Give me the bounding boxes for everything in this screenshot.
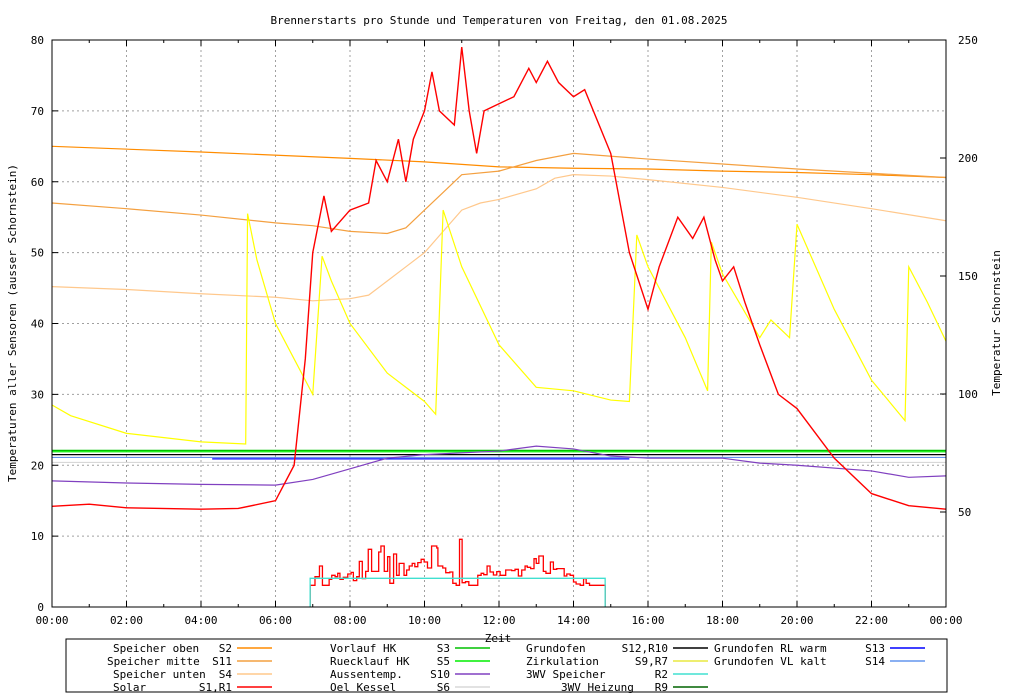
- legend-entry: Vorlauf HK S3: [330, 642, 490, 655]
- legend-code: R2: [655, 668, 668, 681]
- x-tick-label: 06:00: [259, 614, 292, 627]
- legend-code: S9,R7: [635, 655, 668, 668]
- y-tick-label: 40: [31, 318, 44, 331]
- y-tick-label: 80: [31, 34, 44, 47]
- legend-label: Solar: [113, 681, 146, 694]
- y2-tick-label: 150: [958, 270, 978, 283]
- series-speicher-oben-s2: [51, 145, 947, 179]
- legend-entry: Speicher oben S2: [113, 642, 272, 655]
- x-tick-label: 10:00: [408, 614, 441, 627]
- legend-code: S1,R1: [199, 681, 232, 694]
- legend-code: S2: [219, 642, 232, 655]
- legend-label: Ruecklauf HK: [330, 655, 410, 668]
- legend-code: S12,R10: [622, 642, 668, 655]
- y2-tick-label: 50: [958, 506, 971, 519]
- legend-label: Speicher unten: [113, 668, 206, 681]
- x-tick-label: 08:00: [333, 614, 366, 627]
- legend-entry: Speicher mitte S11: [107, 655, 272, 668]
- series-aussentemp-s10: [51, 445, 947, 486]
- x-tick-label: 00:00: [35, 614, 68, 627]
- y-tick-label: 10: [31, 530, 44, 543]
- legend-code: R9: [655, 681, 668, 694]
- y2-tick-label: 200: [958, 152, 978, 165]
- legend-entry: Oel Kessel S6: [330, 681, 490, 694]
- series-speicher-unten-s4: [51, 174, 947, 302]
- legend-code: S3: [437, 642, 450, 655]
- legend-code: S13: [865, 642, 885, 655]
- series-speicher-mitte-s11: [51, 152, 947, 235]
- legend-label: 3WV Heizung: [561, 681, 634, 694]
- legend-entry: Grundofen RL warm S13: [714, 642, 925, 655]
- legend-label: Grundofen RL warm: [714, 642, 827, 655]
- legend-entry: Zirkulation S9,R7: [526, 655, 708, 668]
- step-series-3wv-speicher-r2: [309, 577, 606, 607]
- legend-code: S6: [437, 681, 450, 694]
- legend-label: 3WV Speicher: [526, 668, 606, 681]
- legend-entry: Aussentemp. S10: [330, 668, 490, 681]
- series-solar-s1: [51, 47, 947, 510]
- legend-code: S4: [219, 668, 233, 681]
- y-tick-label: 70: [31, 105, 44, 118]
- x-tick-label: 22:00: [855, 614, 888, 627]
- legend-label: Vorlauf HK: [330, 642, 397, 655]
- x-tick-label: 14:00: [557, 614, 590, 627]
- legend-label: Speicher mitte: [107, 655, 200, 668]
- legend-entry: Solar S1,R1: [113, 681, 272, 694]
- series-group: [51, 47, 947, 607]
- y-tick-label: 30: [31, 388, 44, 401]
- x-tick-label: 04:00: [184, 614, 217, 627]
- legend-entry: 3WV Speicher R2: [526, 668, 708, 681]
- legend-label: Zirkulation: [526, 655, 599, 668]
- y-tick-label: 50: [31, 247, 44, 260]
- legend-label: Grundofen: [526, 642, 586, 655]
- legend-label: Grundofen VL kalt: [714, 655, 827, 668]
- legend-entry: Grundofen S12,R10: [526, 642, 708, 655]
- y-tick-label: 0: [37, 601, 44, 614]
- legend-label: Speicher oben: [113, 642, 199, 655]
- legend-code: S5: [437, 655, 450, 668]
- x-tick-label: 12:00: [482, 614, 515, 627]
- chart-title: Brennerstarts pro Stunde und Temperature…: [271, 14, 728, 27]
- step-series-solar-r1-brennerstarts: [309, 538, 606, 607]
- y-tick-label: 60: [31, 176, 44, 189]
- legend-box: [65, 638, 948, 693]
- y2-tick-label: 250: [958, 34, 978, 47]
- legend-code: S10: [430, 668, 450, 681]
- x-tick-label: 18:00: [706, 614, 739, 627]
- y2-tick-label: 100: [958, 388, 978, 401]
- x-tick-label: 02:00: [110, 614, 143, 627]
- y2-axis-label: Temperatur Schornstein: [990, 250, 1003, 396]
- legend-label: Oel Kessel: [330, 681, 396, 694]
- x-tick-label: 16:00: [631, 614, 664, 627]
- legend-entry: Speicher unten S4: [113, 668, 272, 681]
- legend-code: S14: [865, 655, 885, 668]
- series-zirkulation-s9-r7: [51, 209, 947, 445]
- axes: 00:00 02:00 04:00 06:00 08:00 10:00 12:00 14:00…: [31, 34, 978, 627]
- y-tick-label: 20: [31, 459, 44, 472]
- legend-code: S11: [212, 655, 232, 668]
- legend-label: Aussentemp.: [330, 668, 403, 681]
- legend-entry: Ruecklauf HK S5: [330, 655, 490, 668]
- legend-entry: 3WV Heizung R9: [561, 681, 708, 694]
- legend-entry: Grundofen VL kalt S14: [714, 655, 925, 668]
- x-tick-label: 20:00: [780, 614, 813, 627]
- y-axis-label: Temperaturen aller Sensoren (ausser Scho…: [6, 164, 19, 482]
- x-tick-label: 00:00: [929, 614, 962, 627]
